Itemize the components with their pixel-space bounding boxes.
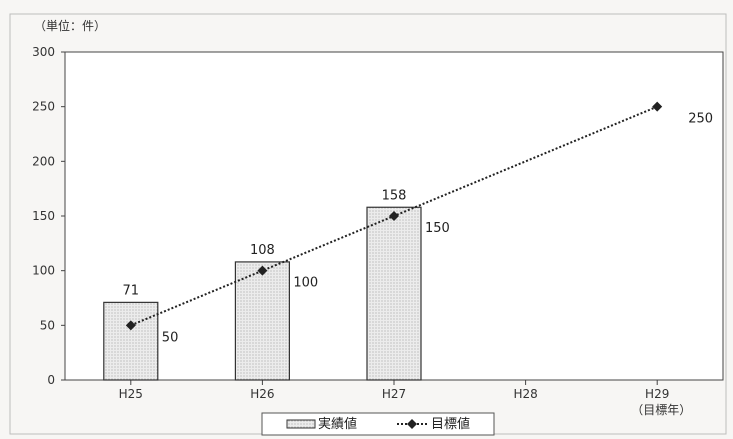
bar-value-label: 158 [382,188,407,203]
bar-value-label: 71 [123,283,140,298]
target-marker [652,101,663,112]
line-value-label: 150 [425,221,450,236]
target-marker [389,211,399,221]
unit-label: （単位：件） [34,18,106,33]
y-tick-label: 0 [47,373,55,387]
bar-value-label: 108 [250,243,275,258]
bar [366,206,422,381]
target-marker [125,320,136,331]
x-tick-note: （目標年） [631,403,691,417]
line-value-label: 250 [688,112,713,127]
data-labels: 71 108 158 50 100 150 250 [123,112,714,346]
x-tick-label: H28 [513,387,537,401]
bar [103,301,159,381]
bar [234,261,290,381]
legend: 実績値 目標値 [261,412,495,436]
y-tick-label: 50 [40,318,55,332]
target-line [130,105,658,327]
legend-bar-label: 実績値 [318,416,357,432]
legend-bar-swatch [286,419,316,429]
x-tick-label: H29 [645,387,669,401]
y-tick-label: 250 [32,100,55,114]
x-tick-label: H27 [382,387,406,401]
y-tick-label: 150 [32,209,55,223]
x-tick-label: H25 [119,387,143,401]
legend-line-label: 目標値 [431,416,470,432]
target-marker [257,265,268,276]
y-axis: 0 50 100 150 200 250 300 [32,45,65,387]
x-axis: H25 H26 H27 H28 H29 （目標年） [119,380,691,417]
y-tick-label: 100 [32,264,55,278]
legend-line-marker [407,419,417,429]
line-value-label: 100 [293,276,318,291]
line-series [125,101,663,331]
x-tick-label: H26 [250,387,274,401]
y-tick-label: 300 [32,45,55,59]
legend-box [261,412,495,436]
y-tick-label: 200 [32,154,55,168]
bar-series [103,206,422,381]
line-value-label: 50 [162,330,179,345]
